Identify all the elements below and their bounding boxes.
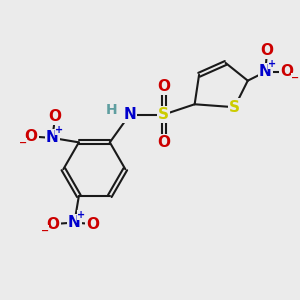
Text: O: O: [25, 129, 38, 144]
Text: +: +: [55, 125, 63, 135]
Text: O: O: [280, 64, 293, 79]
Text: S: S: [229, 100, 240, 115]
Text: H: H: [106, 103, 118, 117]
Text: N: N: [68, 215, 81, 230]
Text: N: N: [46, 130, 59, 146]
Text: O: O: [49, 109, 62, 124]
Text: +: +: [77, 210, 85, 220]
Text: −: −: [291, 73, 299, 83]
Text: S: S: [158, 107, 169, 122]
Text: N: N: [123, 107, 136, 122]
Text: O: O: [86, 217, 99, 232]
Text: −: −: [41, 226, 49, 236]
Text: +: +: [268, 58, 276, 68]
Text: O: O: [47, 217, 60, 232]
Text: N: N: [259, 64, 272, 79]
Text: O: O: [157, 79, 170, 94]
Text: O: O: [260, 43, 273, 58]
Text: O: O: [157, 135, 170, 150]
Text: −: −: [19, 138, 27, 148]
